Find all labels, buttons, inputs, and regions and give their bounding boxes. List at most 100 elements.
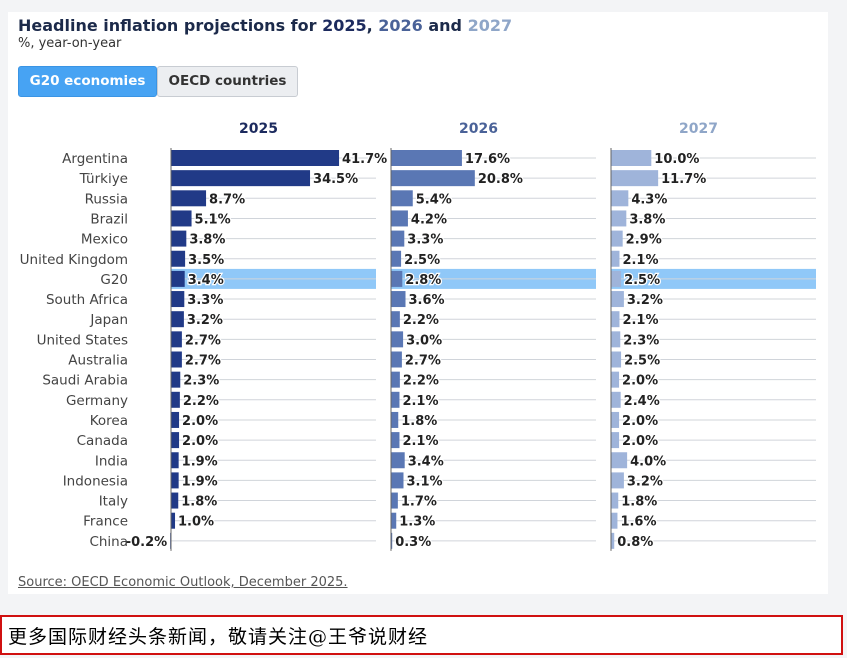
category-label: Russia <box>85 191 128 207</box>
bar-2025-France <box>171 512 176 529</box>
data-label: 2.7% <box>185 354 221 369</box>
data-label: 3.8% <box>189 233 225 248</box>
bar-2027-Russia <box>611 190 629 207</box>
data-label: 2.0% <box>182 414 218 429</box>
data-label: 2.7% <box>405 354 441 369</box>
data-label: 1.8% <box>621 495 657 510</box>
category-label: India <box>95 453 128 469</box>
bar-2025-United Kingdom <box>171 250 186 267</box>
bar-2027-Australia <box>611 351 622 368</box>
bar-2027-Argentina <box>611 150 652 166</box>
category-label: Canada <box>77 433 128 449</box>
data-label: 10.0% <box>654 152 699 167</box>
data-label: 2.1% <box>622 313 658 328</box>
bar-2026-United Kingdom <box>391 250 402 267</box>
bar-2025-Japan <box>171 311 184 328</box>
bar-2025-Korea <box>171 411 180 428</box>
source-link[interactable]: Source: OECD Economic Outlook, December … <box>18 575 348 590</box>
bar-2027-China <box>611 532 615 549</box>
category-label: United Kingdom <box>20 252 128 268</box>
chart-subtitle: %, year-on-year <box>18 36 122 51</box>
bar-2026-South Africa <box>391 291 406 308</box>
chart-card <box>8 12 828 594</box>
bar-2026-United States <box>391 331 404 348</box>
data-label: -0.2% <box>126 535 167 550</box>
data-label: 34.5% <box>313 172 358 187</box>
data-label: 3.0% <box>406 333 442 348</box>
data-label: 2.0% <box>622 434 658 449</box>
bar-2025-G20 <box>171 270 185 287</box>
tab-oecd-countries[interactable]: OECD countries <box>157 66 298 97</box>
title-year-2025: 2025 <box>322 16 367 35</box>
bar-2027-Mexico <box>611 230 623 247</box>
data-label: 3.3% <box>187 293 223 308</box>
bar-2025-Brazil <box>171 210 192 227</box>
data-label: 3.4% <box>408 454 444 469</box>
data-label: 2.5% <box>404 253 440 268</box>
title-year-2027: 2027 <box>467 16 513 35</box>
category-label: Korea <box>90 413 128 429</box>
bar-2026-Argentina <box>391 150 462 166</box>
bar-2027-G20 <box>611 270 622 287</box>
bar-2026-China <box>391 532 393 549</box>
bar-2025-Argentina <box>171 150 340 166</box>
data-label: 2.8% <box>405 273 441 288</box>
bar-2025-United States <box>171 331 182 348</box>
bar-2025-Canada <box>171 432 180 449</box>
data-label: 2.3% <box>183 374 219 389</box>
panel-title-2027: 2027 <box>679 121 718 137</box>
bar-2025-Russia <box>171 190 207 207</box>
category-label: Italy <box>99 494 128 510</box>
data-label: 2.0% <box>182 434 218 449</box>
bar-2026-Russia <box>391 190 413 207</box>
bar-2026-Germany <box>391 391 400 408</box>
data-label: 4.0% <box>630 454 666 469</box>
category-label: South Africa <box>46 292 128 308</box>
data-label: 0.3% <box>395 535 431 550</box>
data-label: 4.3% <box>631 192 667 207</box>
title-and: and <box>422 16 468 35</box>
data-label: 3.3% <box>407 233 443 248</box>
category-label: Germany <box>66 393 128 409</box>
bar-2025-Italy <box>171 492 179 509</box>
data-label: 2.2% <box>183 394 219 409</box>
tab-g20-economies[interactable]: G20 economies <box>18 66 157 97</box>
title-comma: , <box>366 16 379 35</box>
data-label: 2.1% <box>402 394 438 409</box>
bar-2027-India <box>611 452 628 469</box>
bar-2027-United Kingdom <box>611 250 620 267</box>
category-label: Indonesia <box>63 473 128 489</box>
bar-2027-Brazil <box>611 210 627 227</box>
data-label: 20.8% <box>478 172 523 187</box>
bar-2026-Italy <box>391 492 398 509</box>
data-label: 3.2% <box>627 293 663 308</box>
data-label: 2.1% <box>622 253 658 268</box>
bar-2026-Korea <box>391 411 399 428</box>
data-label: 2.4% <box>624 394 660 409</box>
title-year-2026: 2026 <box>378 16 423 35</box>
bar-2027-Saudi Arabia <box>611 371 620 388</box>
bar-2025-Australia <box>171 351 182 368</box>
bar-2027-Korea <box>611 411 620 428</box>
chart-title: Headline inflation projections for 2025,… <box>18 16 512 35</box>
panel-title-2025: 2025 <box>239 121 278 137</box>
category-label: G20 <box>100 272 128 288</box>
data-label: 2.0% <box>622 374 658 389</box>
bar-2025-India <box>171 452 179 469</box>
bar-2027-United States <box>611 331 621 348</box>
bar-2025-Mexico <box>171 230 187 247</box>
data-label: 1.6% <box>620 515 656 530</box>
data-label: 41.7% <box>342 152 387 167</box>
bar-2027-Türkiye <box>611 170 659 187</box>
bar-2026-Türkiye <box>391 170 475 187</box>
data-label: 2.5% <box>624 273 660 288</box>
data-label: 1.3% <box>399 515 435 530</box>
data-label: 5.1% <box>195 212 231 227</box>
category-label: Australia <box>68 353 128 369</box>
category-label: China <box>89 534 128 550</box>
data-label: 2.7% <box>185 333 221 348</box>
data-label: 3.2% <box>627 474 663 489</box>
category-label: Argentina <box>62 151 128 167</box>
data-label: 1.8% <box>401 414 437 429</box>
data-label: 3.8% <box>629 212 665 227</box>
